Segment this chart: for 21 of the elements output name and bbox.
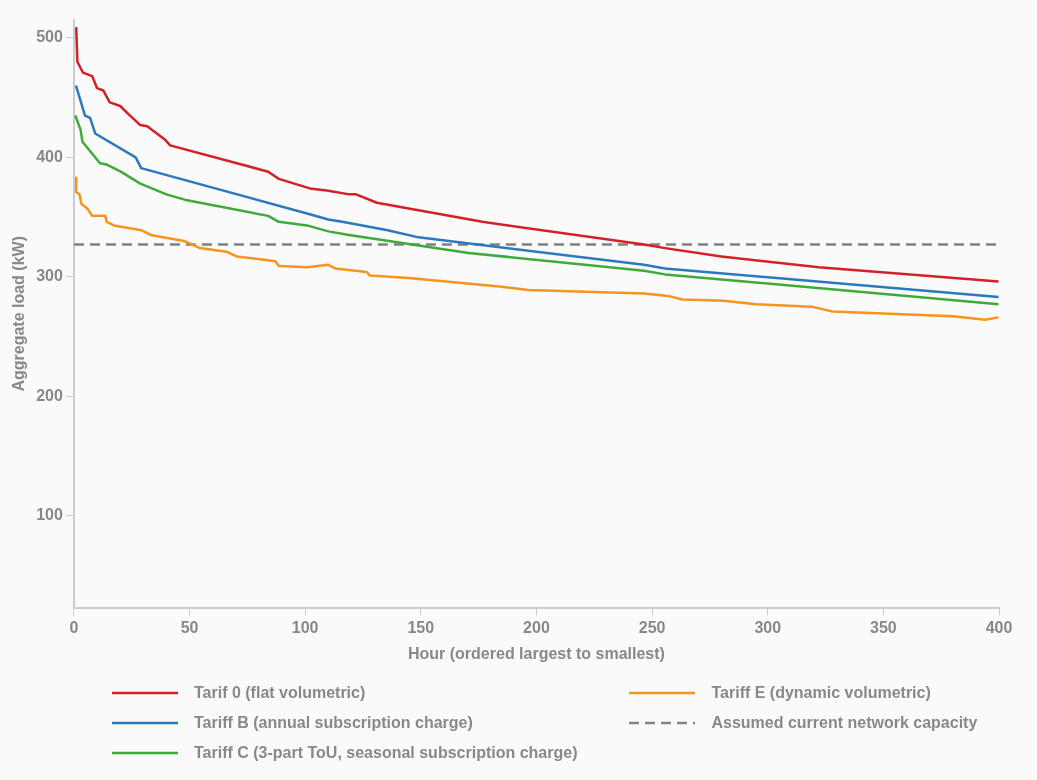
y-tick-label: 100 [36,506,63,524]
legend-label: Tarif 0 (flat volumetric) [194,684,366,702]
y-tick-label: 200 [36,386,63,404]
y-tick-label: 500 [36,28,63,46]
y-axis-title: Aggregate load (kW) [10,236,28,392]
x-tick-label: 50 [180,618,199,636]
x-tick-label: 400 [985,618,1013,636]
x-tick-label: 250 [638,618,666,636]
legend-label: Tariff B (annual subscription charge) [194,714,473,732]
x-axis-title: Hour (ordered largest to smallest) [407,644,665,662]
x-tick-label: 300 [754,618,782,636]
legend-label: Tariff C (3-part ToU, seasonal subscription charge) [194,744,578,762]
x-tick-label: 350 [870,618,897,636]
x-tick-label: 200 [523,618,550,636]
y-tick-label: 400 [36,147,63,165]
x-tick-label: 0 [69,618,79,636]
legend-label: Tariff E (dynamic volumetric) [711,684,931,702]
y-tick-label: 300 [36,267,63,285]
legend-label: Assumed current network capacity [711,714,978,732]
x-tick-label: 150 [407,618,435,636]
x-tick-label: 100 [291,618,319,636]
